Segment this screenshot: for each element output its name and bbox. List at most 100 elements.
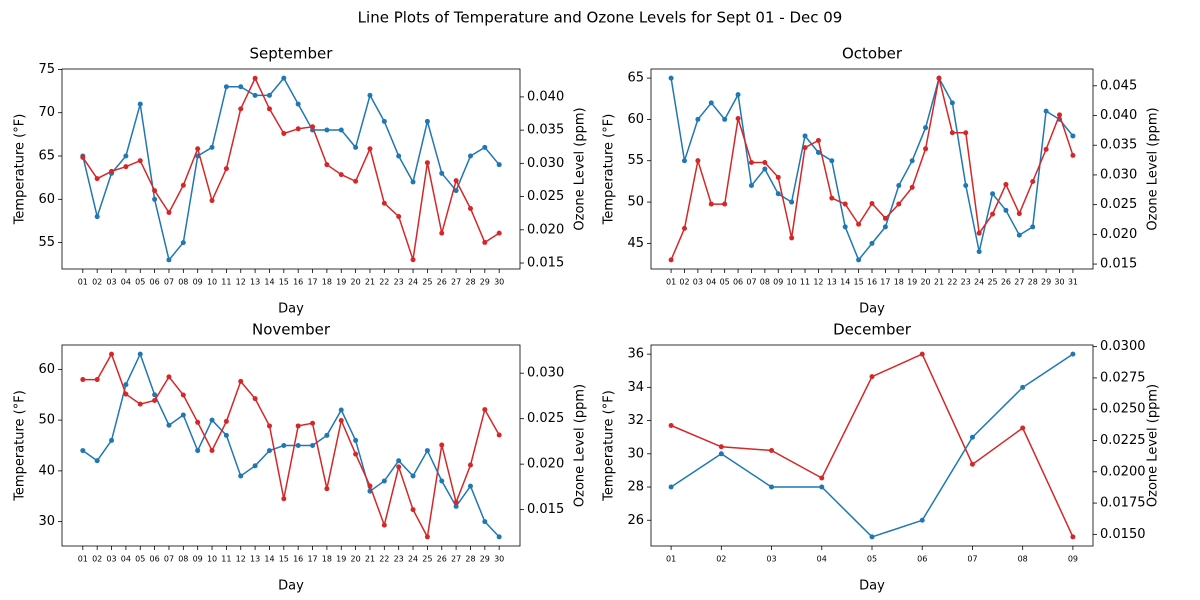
data-point xyxy=(990,211,996,217)
x-tick-label: 07 xyxy=(164,278,174,287)
data-point xyxy=(842,201,848,207)
data-point xyxy=(668,484,674,490)
data-point xyxy=(195,419,201,425)
y-tick-label: 30 xyxy=(627,446,644,461)
x-tick-label: 18 xyxy=(894,278,904,287)
data-point xyxy=(238,378,244,384)
data-point xyxy=(695,116,701,122)
data-point xyxy=(990,191,996,197)
data-point xyxy=(367,92,373,98)
x-tick-label: 01 xyxy=(666,555,676,564)
x-tick-label: 28 xyxy=(465,278,475,287)
data-point xyxy=(1070,152,1076,158)
x-tick-label: 24 xyxy=(974,278,984,287)
data-point xyxy=(123,382,129,388)
x-tick-label: 29 xyxy=(1041,278,1051,287)
y2-tick-label: 0.015 xyxy=(527,502,564,517)
x-tick-label: 20 xyxy=(920,278,930,287)
x-tick-label: 07 xyxy=(746,278,756,287)
data-point xyxy=(829,195,835,201)
plot-frame xyxy=(61,344,521,547)
y-tick-label: 50 xyxy=(38,413,55,428)
data-point xyxy=(802,145,808,151)
y2-tick-label: 0.0200 xyxy=(1100,464,1146,479)
data-point xyxy=(252,92,258,98)
data-point xyxy=(396,464,402,470)
data-point xyxy=(252,463,258,469)
data-point xyxy=(1070,351,1076,357)
x-tick-label: 07 xyxy=(967,555,977,564)
y-tick-label: 60 xyxy=(627,112,644,127)
data-point xyxy=(266,106,272,112)
x-axis-label: Day xyxy=(859,302,885,317)
data-point xyxy=(94,176,100,182)
data-point xyxy=(762,166,768,172)
data-point xyxy=(681,225,687,231)
data-point xyxy=(819,475,825,481)
x-tick-label: 22 xyxy=(379,278,389,287)
y2-tick-label: 0.045 xyxy=(1100,78,1137,93)
y2-tick-label: 0.035 xyxy=(1100,138,1137,153)
data-point xyxy=(668,422,674,428)
data-point xyxy=(195,146,201,152)
y2-tick-label: 0.0275 xyxy=(1100,370,1146,385)
data-point xyxy=(439,478,445,484)
data-point xyxy=(252,396,258,402)
subplot: September Day Temperature (°F) Ozone Level … xyxy=(13,45,588,317)
x-tick-label: 08 xyxy=(178,555,188,564)
series-line xyxy=(670,353,1074,538)
x-tick-label: 02 xyxy=(92,555,102,564)
data-point xyxy=(209,448,215,454)
y2-tick-label: 0.020 xyxy=(527,457,564,472)
data-point xyxy=(1030,178,1036,184)
data-point xyxy=(180,412,186,418)
x-tick-label: 15 xyxy=(854,278,864,287)
data-point xyxy=(410,179,416,185)
y-tick-label: 26 xyxy=(627,513,644,528)
x-tick-label: 31 xyxy=(1068,278,1078,287)
subplot: November Day Temperature (°F) Ozone Level (… xyxy=(13,321,588,594)
x-tick-label: 15 xyxy=(279,555,289,564)
data-point xyxy=(281,130,287,136)
data-point xyxy=(856,221,862,227)
x-tick-label: 11 xyxy=(221,555,231,564)
data-point xyxy=(819,484,825,490)
data-point xyxy=(969,461,975,467)
data-point xyxy=(909,158,915,164)
data-point xyxy=(708,201,714,207)
data-point xyxy=(109,168,115,174)
data-point xyxy=(353,178,359,184)
y2-axis-label: Ozone Level (ppm) xyxy=(1146,107,1161,230)
data-point xyxy=(410,507,416,513)
x-tick-label: 16 xyxy=(293,278,303,287)
data-point xyxy=(310,420,316,426)
data-point xyxy=(180,392,186,398)
data-point xyxy=(1043,146,1049,152)
data-point xyxy=(295,126,301,132)
data-point xyxy=(1020,384,1026,390)
data-point xyxy=(936,75,942,81)
data-point xyxy=(949,130,955,136)
x-tick-label: 13 xyxy=(250,278,260,287)
data-point xyxy=(195,448,201,454)
data-point xyxy=(789,199,795,205)
data-point xyxy=(381,478,387,484)
data-point xyxy=(718,451,724,457)
data-point xyxy=(223,166,229,172)
data-point xyxy=(324,127,330,133)
data-point xyxy=(439,230,445,236)
x-tick-label: 09 xyxy=(193,278,203,287)
x-tick-label: 09 xyxy=(1068,555,1078,564)
data-point xyxy=(410,257,416,263)
data-point xyxy=(166,374,172,380)
data-point xyxy=(1057,112,1063,118)
data-point xyxy=(718,444,724,450)
x-tick-label: 23 xyxy=(961,278,971,287)
y2-tick-label: 0.0300 xyxy=(1100,339,1146,354)
data-point xyxy=(324,432,330,438)
data-point xyxy=(896,183,902,189)
y2-tick-label: 0.040 xyxy=(1100,108,1137,123)
data-point xyxy=(152,196,158,202)
data-point xyxy=(453,188,459,194)
x-tick-label: 06 xyxy=(733,278,743,287)
